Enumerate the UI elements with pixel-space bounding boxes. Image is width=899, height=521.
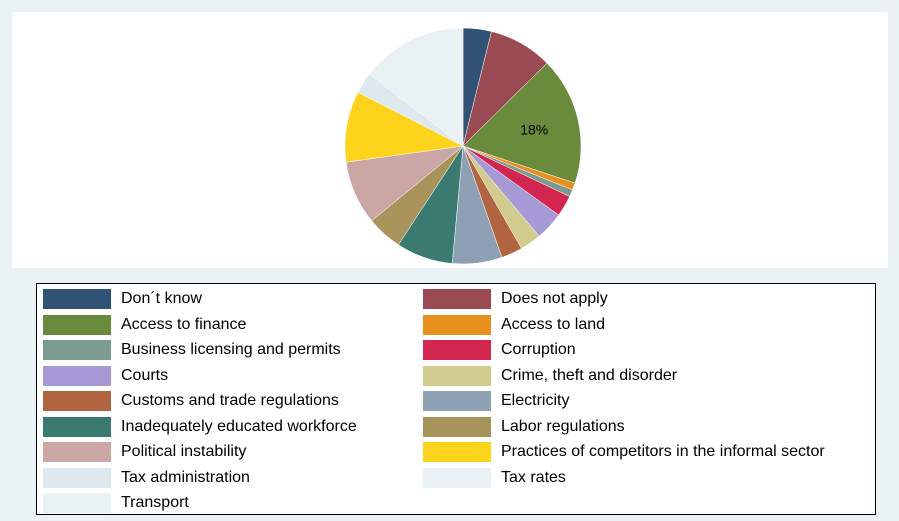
legend-item: Labor regulations	[423, 416, 625, 438]
legend-label: Political instability	[121, 443, 247, 460]
legend-label: Crime, theft and disorder	[501, 366, 678, 384]
legend-label: Does not apply	[501, 290, 608, 307]
legend-swatch	[423, 314, 491, 335]
legend-label: Transport	[121, 494, 189, 511]
legend-label: Access to land	[501, 315, 606, 333]
legend-item: Inadequately educated workforce	[43, 416, 357, 438]
legend-item: Does not apply	[423, 288, 608, 310]
pie-chart: 18%	[344, 27, 582, 265]
legend-label: Electricity	[501, 392, 570, 409]
legend-label: Tax administration	[121, 468, 250, 486]
legend-label: Inadequately educated workforce	[121, 417, 357, 435]
legend-label: Business licensing and permits	[121, 341, 341, 358]
legend-label: Corruption	[501, 341, 576, 358]
legend-swatch	[423, 467, 491, 488]
legend-swatch	[423, 365, 491, 386]
legend-item: Electricity	[423, 390, 569, 412]
legend-item: Access to land	[423, 314, 605, 336]
legend-item: Customs and trade regulations	[43, 390, 339, 412]
legend-item: Practices of competitors in the informal…	[423, 441, 825, 463]
legend-swatch	[43, 340, 111, 360]
pie-slice-2	[462, 62, 582, 184]
legend-label: Practices of competitors in the informal…	[501, 443, 825, 460]
legend-label: Access to finance	[121, 315, 247, 333]
slice-data-label: 18%	[520, 121, 548, 137]
legend-swatch	[43, 314, 111, 335]
legend-item: Don´t know	[43, 288, 202, 310]
legend-item: Access to finance	[43, 314, 246, 336]
legend-swatch	[423, 340, 491, 360]
legend-item: Tax rates	[423, 467, 566, 489]
legend-swatch	[43, 365, 111, 386]
legend-swatch	[43, 442, 111, 462]
legend-swatch	[43, 493, 111, 513]
legend-swatch	[423, 442, 491, 462]
legend-label: Courts	[121, 366, 169, 384]
legend-swatch	[43, 289, 111, 309]
legend-item: Transport	[43, 492, 189, 514]
legend-label: Customs and trade regulations	[121, 392, 339, 409]
legend-swatch	[423, 416, 491, 437]
legend-swatch	[423, 391, 491, 411]
legend-label: Labor regulations	[501, 417, 625, 435]
legend-label: Tax rates	[501, 468, 566, 486]
legend-item: Business licensing and permits	[43, 339, 341, 361]
legend-item: Political instability	[43, 441, 246, 463]
legend-item: Courts	[43, 365, 168, 387]
legend-swatch	[43, 416, 111, 437]
legend-label: Don´t know	[121, 290, 202, 307]
legend: Don´t know Does not apply Access to financ…	[36, 283, 876, 515]
pie-slice-16	[369, 27, 464, 147]
legend-item: Corruption	[423, 339, 576, 361]
legend-item: Tax administration	[43, 467, 250, 489]
legend-swatch	[423, 289, 491, 309]
legend-swatch	[43, 467, 111, 488]
legend-item: Crime, theft and disorder	[423, 365, 677, 387]
chart-area: 18%	[12, 12, 888, 268]
legend-swatch	[43, 391, 111, 411]
